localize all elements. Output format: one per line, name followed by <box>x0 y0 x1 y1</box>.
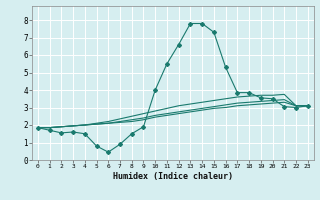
X-axis label: Humidex (Indice chaleur): Humidex (Indice chaleur) <box>113 172 233 181</box>
